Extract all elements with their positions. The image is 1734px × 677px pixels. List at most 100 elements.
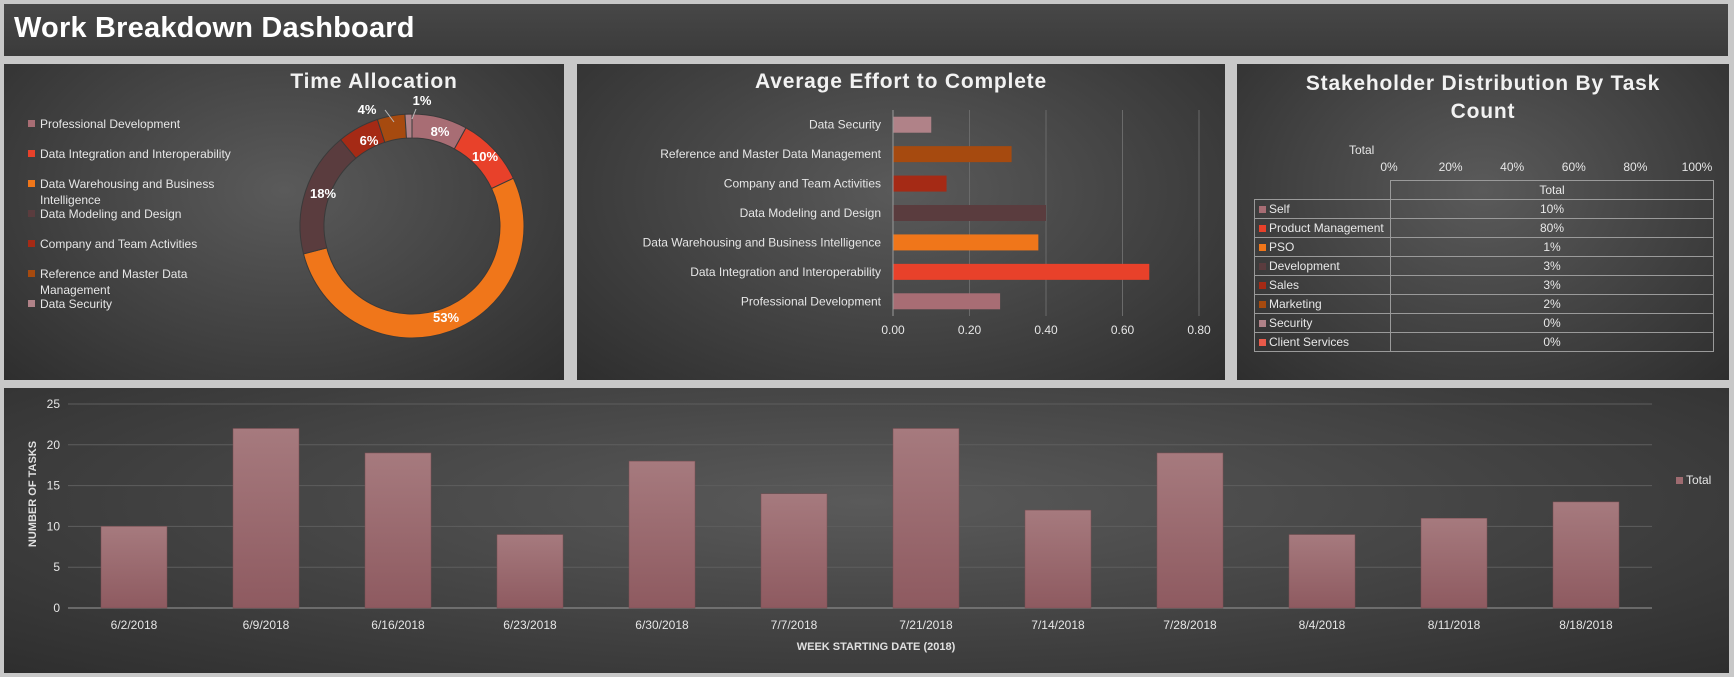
legend-swatch-icon	[1259, 225, 1266, 232]
stakeholder-name: PSO	[1269, 240, 1295, 254]
effort-bar	[893, 293, 1001, 310]
tasks-y-tick: 20	[47, 438, 61, 452]
time-legend-item: Data Modeling and Design	[24, 206, 254, 222]
legend-swatch-icon	[28, 120, 35, 127]
stakeholder-table: Total Self 10% Product Management 80% PSO 1% D…	[1254, 180, 1714, 352]
tasks-y-tick: 10	[47, 519, 61, 533]
tasks-y-tick: 15	[47, 479, 61, 493]
tasks-x-tick: 6/23/2018	[503, 618, 557, 632]
effort-x-tick: 0.60	[1111, 323, 1135, 337]
stakeholder-axis-tick: 0%	[1380, 160, 1398, 174]
stakeholder-axis-tick: 60%	[1561, 160, 1586, 174]
stakeholder-table-row: Security 0%	[1254, 313, 1714, 333]
legend-swatch-icon	[28, 150, 35, 157]
tasks-bar	[1288, 534, 1356, 609]
legend-swatch-icon	[1259, 282, 1266, 289]
dashboard-header: Work Breakdown Dashboard	[4, 4, 1728, 56]
time-legend-label: Data Integration and Interoperability	[40, 147, 231, 161]
donut-slice	[302, 177, 525, 339]
tasks-x-tick: 7/14/2018	[1031, 618, 1085, 632]
effort-category-label: Reference and Master Data Management	[660, 147, 881, 161]
time-legend-label: Data Security	[40, 297, 113, 311]
effort-bar	[893, 175, 947, 192]
tasks-legend: Total	[1676, 473, 1711, 487]
legend-swatch-icon	[28, 300, 35, 307]
tasks-x-tick: 7/28/2018	[1163, 618, 1217, 632]
time-legend-label: Data Modeling and Design	[40, 207, 182, 221]
effort-category-label: Data Integration and Interoperability	[690, 265, 881, 279]
stakeholder-name-cell: Sales	[1254, 275, 1391, 295]
effort-category-label: Company and Team Activities	[724, 177, 881, 191]
effort-x-tick: 0.40	[1034, 323, 1058, 337]
effort-category-label: Data Modeling and Design	[740, 206, 881, 220]
time-allocation-title: Time Allocation	[290, 70, 458, 93]
effort-bar	[893, 116, 932, 133]
tasks-y-tick: 0	[53, 601, 60, 615]
effort-category-label: Data Security	[809, 118, 881, 132]
legend-swatch-icon	[1259, 320, 1266, 327]
leader-line	[411, 108, 417, 120]
effort-category-label: Professional Development	[741, 294, 882, 308]
effort-x-tick: 0.80	[1187, 323, 1211, 337]
stakeholder-axis-tick: 20%	[1438, 160, 1463, 174]
tasks-bar	[1420, 517, 1488, 609]
stakeholder-table-row: Sales 3%	[1254, 275, 1714, 295]
stakeholder-table-row: Client Services 0%	[1254, 332, 1714, 352]
stakeholder-value-cell: 0%	[1390, 313, 1714, 333]
stakeholder-name: Product Management	[1269, 221, 1384, 235]
stakeholder-axis-tick: 40%	[1500, 160, 1525, 174]
tasks-y-tick: 25	[47, 397, 61, 411]
stakeholder-name: Sales	[1269, 278, 1300, 292]
tasks-bar	[892, 428, 960, 609]
stakeholder-name-cell: Product Management	[1254, 218, 1391, 238]
time-legend-item: Data Integration and Interoperability	[24, 146, 254, 162]
leader-line	[384, 109, 395, 123]
tasks-bar	[628, 460, 696, 609]
effort-bar	[893, 205, 1046, 221]
tasks-x-tick: 6/9/2018	[243, 618, 290, 632]
tasks-panel: 0 5 10 15 20 25 6/2/2018 6/9/2018 6/16/2018 6/23/…	[4, 388, 1729, 673]
stakeholder-name-cell: Client Services	[1254, 332, 1391, 352]
stakeholder-table-row: Product Management 80%	[1254, 218, 1714, 238]
tasks-x-tick: 8/11/2018	[1428, 618, 1481, 632]
tasks-y-axis-label: NUMBER OF TASKS	[27, 441, 39, 547]
time-legend-label: Company and Team Activities	[40, 237, 198, 251]
legend-swatch-icon	[28, 210, 35, 217]
tasks-x-axis-label: WEEK STARTING DATE (2018)	[797, 641, 956, 653]
legend-swatch-icon	[28, 180, 35, 187]
stakeholder-title-line1: Stakeholder Distribution By Task	[1305, 72, 1661, 95]
donut-slice-label: 8%	[431, 124, 450, 139]
effort-chart: 0.00 0.20 0.40 0.60 0.80 Data Security Referen…	[643, 110, 1211, 337]
stakeholder-value-cell: 3%	[1390, 256, 1714, 276]
time-legend-item: Company and Team Activities	[24, 236, 254, 252]
effort-x-tick: 0.20	[958, 323, 982, 337]
tasks-bar	[1552, 501, 1620, 609]
tasks-bar	[496, 534, 564, 609]
legend-swatch-icon	[1259, 206, 1266, 213]
stakeholder-value-cell: 2%	[1390, 294, 1714, 314]
legend-swatch-icon	[1259, 301, 1266, 308]
effort-bar	[893, 234, 1039, 251]
tasks-y-tick: 5	[53, 560, 60, 574]
stakeholder-name-cell: Self	[1254, 199, 1391, 219]
tasks-x-tick: 8/18/2018	[1559, 618, 1613, 632]
tasks-x-tick: 6/16/2018	[371, 618, 425, 632]
tasks-bar	[1024, 509, 1092, 609]
stakeholder-table-row: Self 10%	[1254, 199, 1714, 219]
tasks-x-tick: 7/7/2018	[771, 618, 818, 632]
effort-title: Average Effort to Complete	[755, 70, 1047, 93]
tasks-x-tick: 8/4/2018	[1299, 618, 1346, 632]
stakeholder-value-cell: 0%	[1390, 332, 1714, 352]
stakeholder-table-row: Marketing 2%	[1254, 294, 1714, 314]
tasks-bar	[232, 428, 300, 609]
tasks-bar	[364, 452, 432, 609]
legend-swatch-icon	[1259, 263, 1266, 270]
effort-category-label: Data Warehousing and Business Intelligen…	[643, 235, 882, 249]
stakeholder-panel: Stakeholder Distribution By Task Count T…	[1237, 64, 1729, 380]
stakeholder-series-label: Total	[1349, 143, 1375, 157]
stakeholder-axis-tick: 100%	[1681, 160, 1713, 174]
stakeholder-name-cell: Marketing	[1254, 294, 1391, 314]
stakeholder-name-cell: Development	[1254, 256, 1391, 276]
donut-slice-label: 53%	[433, 310, 459, 325]
stakeholder-table-header-row: Total	[1254, 180, 1714, 200]
